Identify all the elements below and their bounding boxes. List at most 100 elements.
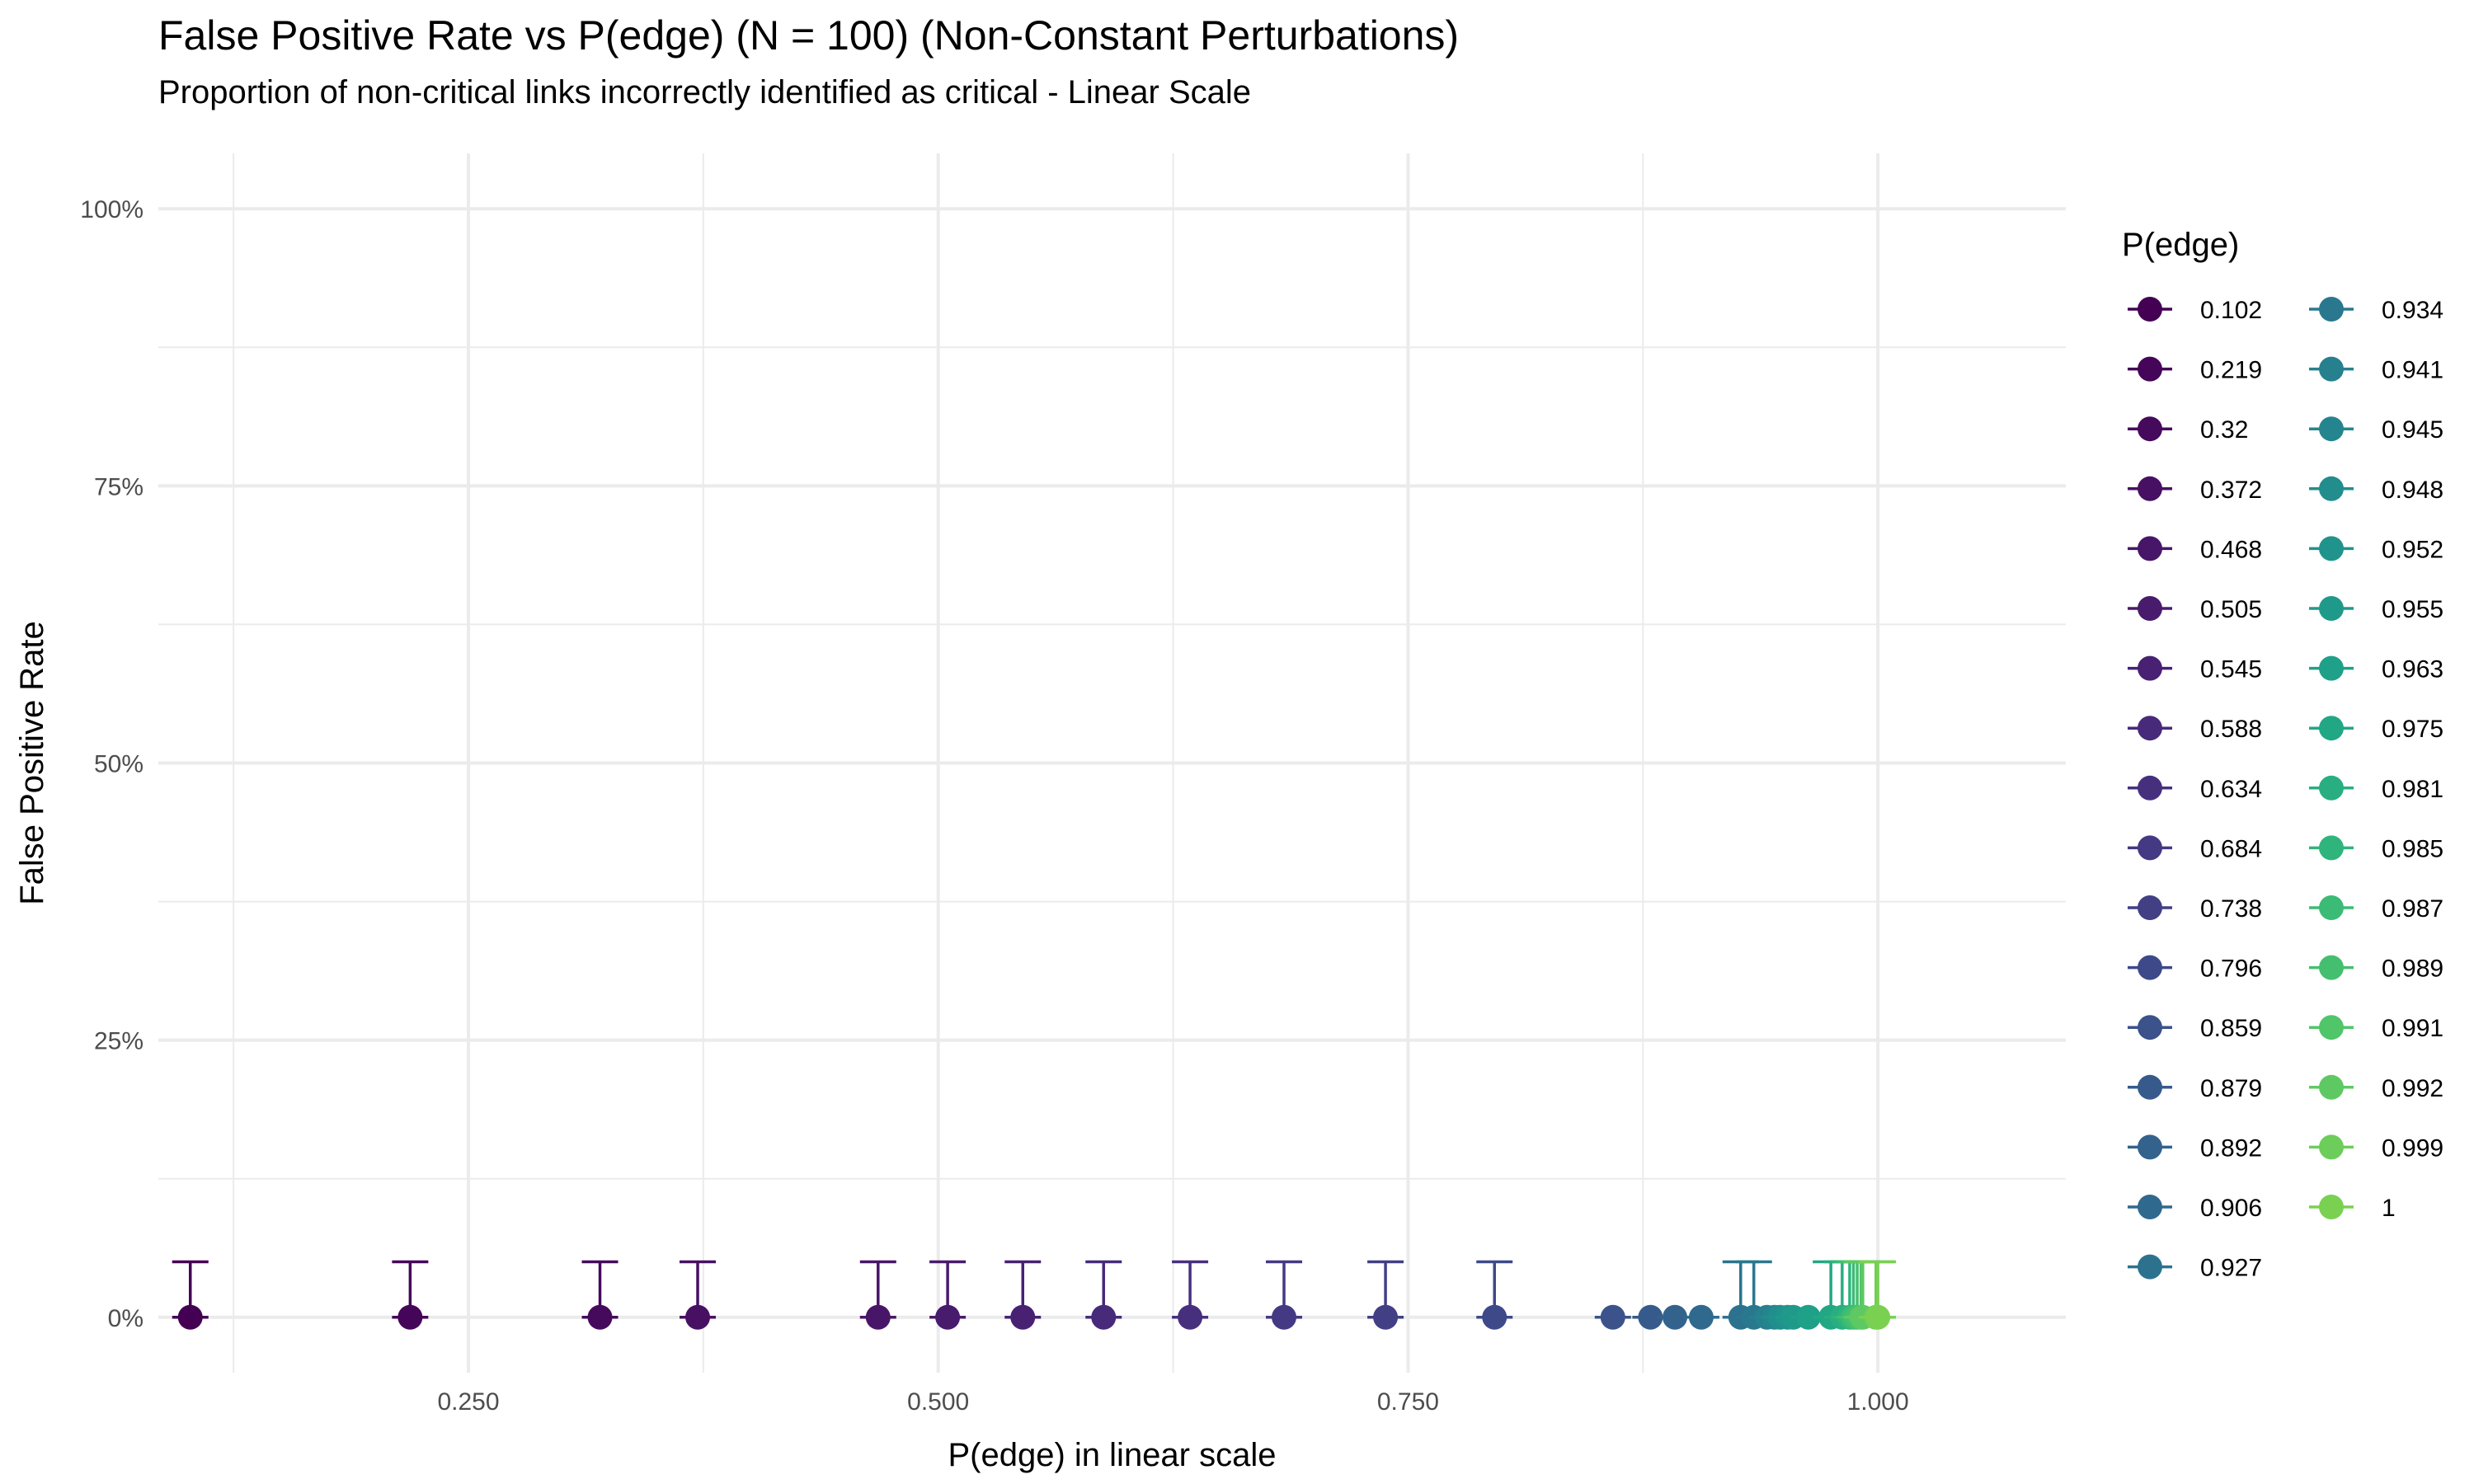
x-axis-title: P(edge) in linear scale bbox=[948, 1437, 1277, 1473]
axes-layer: 0.250 0.500 0.750 1.000 0% 25% 50% 75% 100% P(edg… bbox=[14, 196, 1909, 1473]
data-point bbox=[1178, 1304, 1203, 1330]
legend-item: 0.989 bbox=[2309, 955, 2443, 983]
legend-key-point bbox=[2319, 835, 2344, 861]
legend-key-point bbox=[2319, 596, 2344, 621]
legend-key-point bbox=[2319, 775, 2344, 801]
data-point-group bbox=[1266, 1260, 1303, 1330]
legend-title: P(edge) bbox=[2122, 227, 2239, 263]
data-point bbox=[1600, 1304, 1625, 1330]
legend-key-point bbox=[2319, 356, 2344, 382]
legend-item: 0.545 bbox=[2128, 655, 2262, 683]
legend-item: 0.892 bbox=[2128, 1134, 2262, 1162]
legend-item: 0.906 bbox=[2128, 1195, 2262, 1222]
legend-label: 0.989 bbox=[2382, 956, 2443, 983]
y-tick-label: 100% bbox=[80, 196, 143, 223]
legend-label: 0.859 bbox=[2200, 1015, 2262, 1042]
legend-item: 0.955 bbox=[2309, 596, 2443, 623]
legend-label: 0.975 bbox=[2382, 716, 2443, 743]
legend-key-point bbox=[2138, 1134, 2162, 1160]
data-point-group bbox=[1367, 1260, 1404, 1330]
legend-key-point bbox=[2138, 476, 2162, 501]
data-point bbox=[587, 1304, 613, 1330]
legend-item: 0.634 bbox=[2128, 775, 2262, 803]
legend-item: 0.981 bbox=[2309, 775, 2443, 803]
data-point-group bbox=[1085, 1260, 1122, 1330]
legend-item: 0.985 bbox=[2309, 835, 2443, 862]
legend-item: 0.879 bbox=[2128, 1074, 2262, 1102]
x-tick-label: 1.000 bbox=[1847, 1388, 1909, 1416]
data-point-group bbox=[1004, 1260, 1042, 1330]
y-axis-title: False Positive Rate bbox=[14, 621, 50, 905]
legend-label: 0.927 bbox=[2200, 1255, 2262, 1282]
legend-key-point bbox=[2138, 1074, 2162, 1100]
legend-item: 0.991 bbox=[2309, 1015, 2443, 1042]
data-point bbox=[685, 1304, 711, 1330]
data-point-group bbox=[859, 1260, 896, 1330]
legend-item: 0.588 bbox=[2128, 716, 2262, 743]
legend-key-point bbox=[2138, 775, 2162, 801]
legend-label: 0.468 bbox=[2200, 536, 2262, 563]
data-point bbox=[865, 1304, 891, 1330]
legend-label: 0.738 bbox=[2200, 895, 2262, 923]
legend-label: 0.945 bbox=[2382, 416, 2443, 444]
data-point bbox=[1663, 1304, 1688, 1330]
legend-label: 0.32 bbox=[2200, 416, 2248, 444]
legend-item: 0.102 bbox=[2128, 297, 2262, 324]
legend-item: 0.975 bbox=[2309, 716, 2443, 743]
data-point-group bbox=[1682, 1304, 1719, 1330]
legend-key-point bbox=[2319, 536, 2344, 561]
legend-item: 0.468 bbox=[2128, 536, 2262, 563]
legend-key-point bbox=[2138, 416, 2162, 442]
legend-key-point bbox=[2319, 655, 2344, 681]
legend-key-point bbox=[2138, 356, 2162, 382]
data-point bbox=[1482, 1304, 1507, 1330]
legend-key-point bbox=[2138, 955, 2162, 980]
legend-key-point bbox=[2138, 1015, 2162, 1040]
legend-label: 0.955 bbox=[2382, 596, 2443, 623]
data-point bbox=[1373, 1304, 1399, 1330]
legend-label: 0.987 bbox=[2382, 895, 2443, 923]
legend-key-point bbox=[2138, 835, 2162, 861]
legend-item: 0.796 bbox=[2128, 955, 2262, 983]
chart-title: False Positive Rate vs P(edge) (N = 100)… bbox=[158, 12, 1460, 59]
data-point-group bbox=[929, 1260, 967, 1330]
legend-item: 1 bbox=[2309, 1195, 2396, 1222]
data-point-group bbox=[1860, 1260, 1897, 1330]
legend-key-point bbox=[2319, 1074, 2344, 1100]
x-tick-label: 0.500 bbox=[907, 1388, 969, 1416]
legend-item: 0.952 bbox=[2309, 536, 2443, 563]
legend-key-point bbox=[2319, 895, 2344, 920]
legend-label: 0.588 bbox=[2200, 716, 2262, 743]
grid-layer bbox=[158, 153, 2066, 1373]
legend-item: 0.32 bbox=[2128, 416, 2248, 444]
legend-key-point bbox=[2319, 297, 2344, 322]
legend-label: 0.952 bbox=[2382, 536, 2443, 563]
legend-key-point bbox=[2138, 895, 2162, 920]
legend-label: 0.545 bbox=[2200, 656, 2262, 683]
data-point bbox=[1688, 1304, 1714, 1330]
data-point bbox=[1638, 1304, 1663, 1330]
x-tick-label: 0.750 bbox=[1377, 1388, 1439, 1416]
legend-label: 1 bbox=[2382, 1195, 2396, 1222]
data-point bbox=[1272, 1304, 1297, 1330]
y-tick-label: 75% bbox=[94, 473, 143, 500]
legend-label: 0.934 bbox=[2382, 297, 2443, 324]
x-tick-label: 0.250 bbox=[437, 1388, 499, 1416]
legend: P(edge) 0.102 0.219 0.32 0.372 0.468 0.505 0.54… bbox=[2122, 227, 2443, 1282]
legend-label: 0.948 bbox=[2382, 477, 2443, 504]
legend-item: 0.738 bbox=[2128, 895, 2262, 923]
legend-item: 0.945 bbox=[2309, 416, 2443, 444]
y-tick-label: 0% bbox=[108, 1305, 143, 1332]
legend-item: 0.505 bbox=[2128, 596, 2262, 623]
legend-item: 0.934 bbox=[2309, 297, 2443, 324]
legend-key-point bbox=[2138, 1195, 2162, 1219]
legend-label: 0.796 bbox=[2200, 956, 2262, 983]
data-point-group bbox=[1594, 1304, 1631, 1330]
data-point bbox=[935, 1304, 961, 1330]
legend-label: 0.963 bbox=[2382, 656, 2443, 683]
legend-key-point bbox=[2138, 716, 2162, 741]
data-point bbox=[177, 1304, 203, 1330]
legend-item: 0.963 bbox=[2309, 655, 2443, 683]
legend-label: 0.102 bbox=[2200, 297, 2262, 324]
y-tick-label: 25% bbox=[94, 1028, 143, 1055]
